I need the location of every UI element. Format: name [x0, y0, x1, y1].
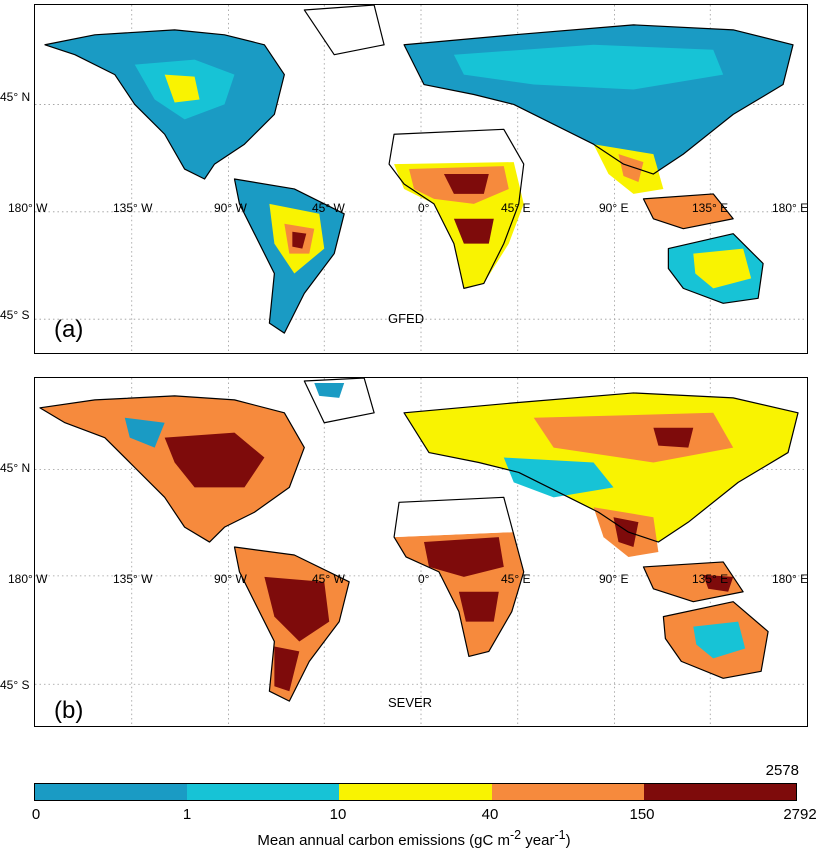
coastlines — [39, 378, 799, 702]
panel-letter-a: (a) — [54, 316, 84, 343]
map-b-svg — [35, 378, 807, 726]
lat-label-45s-b: 45° S — [0, 678, 30, 692]
emissions-field — [39, 378, 799, 702]
lon-label-90e-b: 90° E — [599, 572, 629, 586]
colorbar-tick-40: 40 — [481, 806, 499, 823]
lon-label-90w-b: 90° W — [214, 572, 247, 586]
colorbar-tick-1: 1 — [182, 806, 192, 823]
lat-label-45n-b: 45° N — [0, 461, 31, 475]
colorbar-top-label: 2578 — [765, 762, 799, 779]
map-panel-gfed — [34, 4, 808, 354]
map-panel-sever — [34, 377, 808, 727]
lon-label-180e-a: 180° E — [772, 201, 809, 215]
lon-label-45w-b: 45° W — [312, 572, 345, 586]
lon-label-135w-b: 135° W — [113, 572, 153, 586]
lon-label-90w-a: 90° W — [214, 201, 247, 215]
colorbar-title-sup1: -2 — [510, 828, 522, 842]
colorbar-segment-10-40 — [339, 784, 492, 800]
emissions-field — [44, 5, 794, 334]
colorbar-tick-10: 10 — [329, 806, 347, 823]
lat-label-45s-a: 45° S — [0, 308, 30, 322]
lon-label-90e-a: 90° E — [599, 201, 629, 215]
lon-label-45w-a: 45° W — [312, 201, 345, 215]
colorbar-title-end: ) — [565, 832, 571, 849]
panel-name-sever: SEVER — [388, 695, 433, 710]
colorbar-title-sup2: -1 — [554, 828, 566, 842]
colorbar-tick-0: 0 — [31, 806, 41, 823]
lon-label-0-b: 0° — [418, 572, 430, 586]
colorbar-segment-40-150 — [491, 784, 644, 800]
colorbar-tick-150: 150 — [629, 806, 655, 823]
lon-label-135e-a: 135° E — [692, 201, 729, 215]
panel-letter-b: (b) — [54, 697, 84, 724]
lon-label-45e-a: 45° E — [501, 201, 531, 215]
lon-label-135e-b: 135° E — [692, 572, 729, 586]
lon-label-45e-b: 45° E — [501, 572, 531, 586]
colorbar-segment-150-2792 — [643, 784, 797, 800]
colorbar-segment-0-1 — [35, 784, 188, 800]
map-a-svg — [35, 5, 807, 353]
colorbar-title-mid: year — [521, 832, 555, 849]
colorbar — [34, 783, 797, 801]
lon-label-135w-a: 135° W — [113, 201, 153, 215]
lon-label-180w-a: 180° W — [8, 201, 48, 215]
colorbar-title-start: Mean annual carbon emissions (gC m — [257, 832, 510, 849]
lon-label-0-a: 0° — [418, 201, 430, 215]
colorbar-title: Mean annual carbon emissions (gC m-2 yea… — [0, 828, 828, 849]
coastlines — [44, 5, 794, 334]
colorbar-tick-2792: 2792 — [783, 806, 817, 823]
colorbar-segment-1-10 — [187, 784, 340, 800]
lat-label-45n-a: 45° N — [0, 90, 31, 104]
panel-name-gfed: GFED — [388, 311, 425, 326]
lon-label-180w-b: 180° W — [8, 572, 48, 586]
lon-label-180e-b: 180° E — [772, 572, 809, 586]
